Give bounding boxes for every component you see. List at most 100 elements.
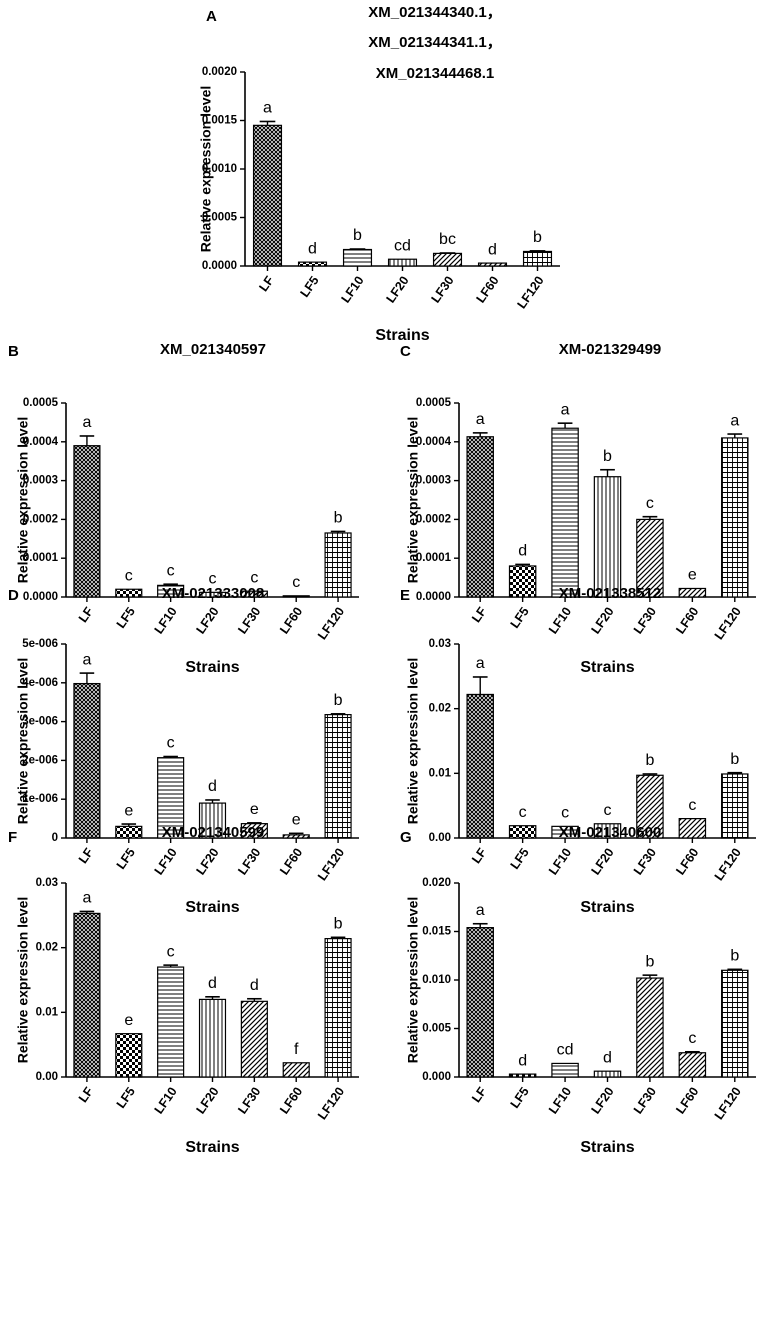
significance-letter: b	[603, 448, 612, 465]
y-tick-label: 0.00	[429, 832, 451, 844]
x-tick-label: LF30	[428, 274, 456, 306]
panel-letter: C	[400, 343, 411, 360]
y-axis-label: Relative expression level	[15, 658, 31, 825]
significance-letter: b	[645, 752, 654, 769]
significance-letter: b	[334, 692, 343, 709]
x-tick-label: LF10	[546, 1085, 574, 1117]
significance-letter: a	[476, 902, 485, 919]
y-tick-label: 3e-006	[22, 716, 58, 728]
x-tick-label: LF60	[277, 605, 305, 637]
y-tick-label: 0.0004	[416, 436, 452, 448]
significance-letter: a	[263, 100, 272, 117]
bar	[593, 476, 622, 598]
x-tick-label: LF20	[193, 605, 221, 637]
significance-letter: c	[250, 569, 258, 586]
chart-title-line: XM-021338512	[559, 585, 662, 602]
significance-letter: e	[124, 802, 133, 819]
x-tick-label: LF120	[712, 1085, 744, 1123]
y-axis-label: Relative expression level	[405, 897, 421, 1064]
bar	[342, 248, 373, 267]
x-axis-label: Strains	[185, 1139, 239, 1156]
bar	[157, 757, 185, 839]
panel-letter: G	[400, 829, 412, 846]
x-tick-label: LF10	[152, 605, 180, 637]
y-axis-label: Relative expression level	[15, 897, 31, 1064]
x-tick-label: LF20	[588, 846, 616, 878]
y-tick-label: 0.0005	[202, 212, 238, 224]
y-tick-label: 0.03	[429, 638, 451, 650]
significance-letter: b	[334, 916, 343, 933]
y-tick-label: 0.02	[36, 942, 58, 954]
bar	[466, 927, 494, 1078]
bar	[508, 1073, 537, 1078]
bar	[678, 1052, 707, 1078]
bar	[508, 565, 537, 598]
bar	[522, 250, 553, 267]
x-axis-label: Strains	[580, 1139, 634, 1156]
chart-title-line: XM-021340599	[162, 824, 265, 841]
significance-letter: b	[730, 751, 739, 768]
x-tick-label: LF5	[114, 846, 138, 872]
y-tick-label: 0.0000	[23, 591, 58, 603]
x-axis-label: Strains	[580, 659, 634, 676]
bar	[477, 262, 508, 267]
x-tick-label: LF120	[315, 846, 347, 884]
significance-letter: c	[125, 567, 133, 584]
bar	[678, 587, 707, 598]
x-tick-label: LF	[76, 845, 96, 866]
significance-letter: c	[646, 495, 654, 512]
y-tick-label: 0.0010	[202, 163, 237, 175]
significance-letter: c	[519, 804, 527, 821]
bar	[551, 427, 579, 598]
y-axis-label: Relative expression level	[405, 658, 421, 825]
x-tick-label: LF5	[508, 605, 532, 631]
bar	[721, 773, 749, 839]
y-tick-label: 0.0002	[23, 513, 58, 525]
chart-panel-e: E XM-021338512 0.00 0.01 0.02 0.03 Relative ex…	[400, 585, 756, 916]
significance-letter: cd	[394, 237, 411, 254]
bar	[324, 938, 352, 1078]
significance-letter: d	[518, 543, 527, 560]
y-tick-label: 0.010	[422, 974, 451, 986]
bar	[282, 1062, 310, 1078]
bar	[387, 258, 418, 267]
significance-letter: c	[167, 943, 175, 960]
bar	[198, 998, 227, 1078]
significance-letter: c	[167, 735, 175, 752]
significance-letter: f	[294, 1041, 299, 1058]
x-tick-label: LF	[256, 273, 276, 294]
x-tick-label: LF30	[631, 846, 659, 878]
y-tick-label: 0	[52, 832, 58, 844]
x-tick-label: LF30	[235, 1085, 263, 1117]
chart-title-line: XM_021340597	[160, 341, 266, 358]
y-tick-label: 0.0001	[416, 552, 452, 564]
chart-title-line: XM_021344468.1	[376, 65, 494, 82]
x-tick-label: LF60	[277, 846, 305, 878]
y-tick-label: 0.015	[422, 926, 451, 938]
y-tick-label: 0.01	[36, 1006, 59, 1018]
y-tick-label: 1e-006	[22, 793, 58, 805]
y-tick-label: 0.01	[429, 767, 452, 779]
y-tick-label: 0.02	[429, 703, 451, 715]
significance-letter: a	[82, 890, 91, 907]
y-tick-label: 2e-006	[22, 754, 58, 766]
panel-letter: F	[8, 829, 17, 846]
significance-letter: d	[250, 977, 259, 994]
x-tick-label: LF60	[673, 605, 701, 637]
y-tick-label: 0.0004	[23, 436, 59, 448]
panel-letter: D	[8, 587, 19, 604]
x-tick-label: LF	[469, 845, 489, 866]
x-tick-label: LF5	[508, 846, 532, 872]
significance-letter: d	[518, 1052, 527, 1069]
y-tick-label: 0.0003	[23, 475, 58, 487]
significance-letter: c	[209, 571, 217, 588]
bar	[157, 966, 185, 1078]
charts-layer: A XM_021344340.1， XM_021344341.1， XM_021344…	[8, 4, 756, 1156]
x-tick-label: LF20	[383, 274, 411, 306]
x-tick-label: LF10	[338, 274, 366, 306]
x-tick-label: LF120	[315, 605, 347, 643]
y-tick-label: 0.03	[36, 877, 58, 889]
bar	[252, 124, 283, 267]
chart-title-line: XM_021344341.1，	[368, 34, 501, 51]
x-tick-label: LF	[469, 604, 489, 625]
